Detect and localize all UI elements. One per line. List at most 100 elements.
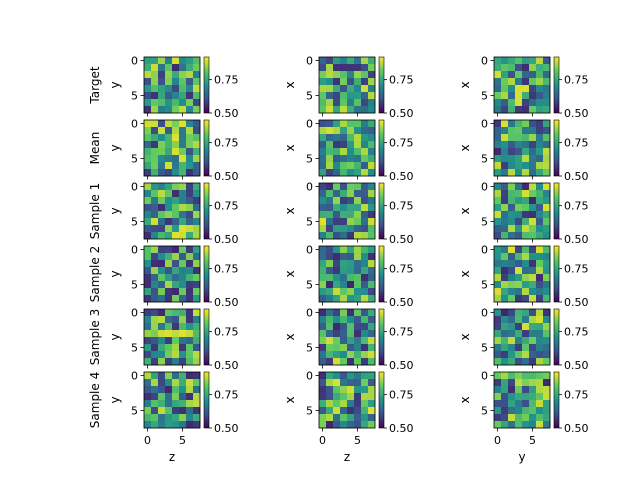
heatmap-cell	[501, 85, 509, 93]
y-tick-label: 0	[481, 118, 488, 131]
y-axis-label: x	[283, 333, 297, 340]
heatmap-cell	[179, 64, 187, 72]
heatmap-cell	[165, 351, 173, 359]
heatmap-cell	[494, 141, 502, 149]
heatmap-cell	[347, 57, 355, 65]
heatmap-cell	[340, 169, 348, 177]
heatmap-cell	[193, 309, 201, 317]
axes-frame	[493, 245, 551, 303]
heatmap-cell	[543, 295, 551, 303]
heatmap-cell	[158, 120, 166, 128]
heatmap-cell	[186, 351, 194, 359]
heatmap-cell	[501, 120, 509, 128]
heatmap-cell	[501, 372, 509, 380]
heatmap-cell	[536, 134, 544, 142]
heatmap-cell	[151, 85, 159, 93]
heatmap-cell	[179, 246, 187, 254]
heatmap-cell	[319, 78, 327, 86]
heatmap-cell	[158, 288, 166, 296]
heatmap-cell	[522, 106, 530, 114]
heatmap-cell	[536, 211, 544, 219]
heatmap-cell	[158, 316, 166, 324]
axes-frame	[318, 308, 376, 366]
heatmap-cell	[193, 211, 201, 219]
heatmap-cell	[326, 57, 334, 65]
heatmap-cell	[368, 337, 376, 345]
panel-r2-c2: 0 5 x 0.50 0.75	[283, 118, 414, 184]
y-axis-label: x	[283, 270, 297, 277]
heatmap-cell	[361, 148, 369, 156]
heatmap-cell	[179, 225, 187, 233]
heatmap-cell	[340, 162, 348, 170]
y-axis-label: x	[283, 81, 297, 88]
heatmap-cell	[522, 393, 530, 401]
heatmap-cell	[319, 204, 327, 212]
heatmap-cell	[508, 197, 516, 205]
heatmap-cell	[340, 232, 348, 240]
heatmap-cell	[529, 253, 537, 261]
heatmap-cell	[172, 288, 180, 296]
heatmap-cell	[340, 71, 348, 79]
heatmap-cell	[354, 204, 362, 212]
heatmap-cell	[494, 246, 502, 254]
heatmap-cell	[368, 246, 376, 254]
heatmap-cell	[515, 372, 523, 380]
y-axis-label: x	[458, 207, 472, 214]
heatmap-cell	[361, 190, 369, 198]
heatmap-cell	[179, 120, 187, 128]
heatmap-cell	[172, 309, 180, 317]
heatmap-cell	[515, 190, 523, 198]
heatmap-cell	[368, 421, 376, 429]
heatmap-cell	[179, 85, 187, 93]
y-axis-label: x	[283, 207, 297, 214]
heatmap-cell	[368, 211, 376, 219]
y-axis-label: y	[108, 144, 122, 151]
heatmap-cell	[522, 204, 530, 212]
heatmap-cell	[515, 85, 523, 93]
heatmap-cell	[144, 274, 152, 282]
heatmap-cell	[515, 99, 523, 107]
y-tick-label: 5	[481, 279, 488, 292]
heatmap-cell	[158, 85, 166, 93]
heatmap-cell	[536, 64, 544, 72]
heatmap-cell	[529, 155, 537, 163]
heatmap-cell	[144, 92, 152, 100]
heatmap-cell	[536, 351, 544, 359]
colorbar	[553, 308, 560, 366]
heatmap-cell	[536, 372, 544, 380]
heatmap-cell	[340, 85, 348, 93]
colorbar	[203, 308, 210, 366]
colorbar	[378, 119, 385, 177]
heatmap-cell	[515, 421, 523, 429]
heatmap-cell	[543, 246, 551, 254]
heatmap-cell	[333, 316, 341, 324]
heatmap-cell	[494, 281, 502, 289]
heatmap-cell	[543, 57, 551, 65]
heatmap-cell	[536, 232, 544, 240]
heatmap-cell	[522, 358, 530, 366]
heatmap-cell	[494, 288, 502, 296]
heatmap-cell	[158, 183, 166, 191]
heatmap-cell	[536, 141, 544, 149]
heatmap-cell	[186, 414, 194, 422]
heatmap-cell	[347, 148, 355, 156]
heatmap-cell	[494, 92, 502, 100]
heatmap-cell	[508, 57, 516, 65]
heatmap-cell	[151, 134, 159, 142]
heatmap-cell	[158, 309, 166, 317]
heatmap-cell	[361, 183, 369, 191]
heatmap-cell	[179, 253, 187, 261]
heatmap-cell	[319, 148, 327, 156]
heatmap-cell	[326, 386, 334, 394]
heatmap-cell	[354, 337, 362, 345]
heatmap-cell	[186, 323, 194, 331]
heatmap-cell	[172, 162, 180, 170]
heatmap-cell	[522, 85, 530, 93]
heatmap-cell	[158, 386, 166, 394]
heatmap-cell	[340, 274, 348, 282]
heatmap-cell	[340, 386, 348, 394]
heatmap-cell	[347, 169, 355, 177]
heatmap-cell	[172, 155, 180, 163]
heatmap-cell	[543, 127, 551, 135]
heatmap-cell	[340, 218, 348, 226]
